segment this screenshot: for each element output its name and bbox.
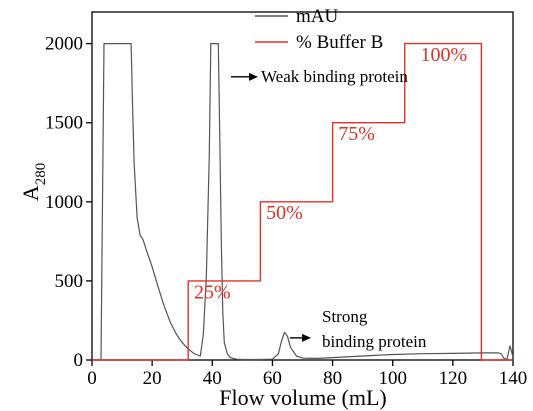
legend-label: mAU [296, 6, 339, 27]
y-tick-label: 1000 [45, 192, 83, 213]
y-axis-title-main: A [18, 185, 43, 201]
strong-binding-label-line2: binding protein [322, 332, 427, 351]
y-axis-title: A280 [18, 163, 49, 201]
legend-label: % Buffer B [296, 32, 383, 53]
x-tick-label: 0 [87, 368, 97, 389]
step-label: 75% [338, 123, 375, 145]
weak-arrow-head [249, 72, 258, 81]
y-axis-title-sub: 280 [33, 163, 49, 186]
plot-frame [91, 11, 514, 361]
series-line-buffer-b [92, 42, 513, 361]
x-tick-label: 140 [499, 368, 528, 389]
y-tick-label: 0 [74, 350, 84, 371]
y-tick-label: 500 [55, 271, 84, 292]
series-line-mau [92, 42, 514, 361]
x-tick-label: 20 [143, 368, 162, 389]
strong-binding-label-line1: Strong [322, 307, 368, 326]
strong-arrow-head [302, 333, 311, 342]
step-label: 25% [194, 281, 231, 303]
x-tick-label: 80 [323, 368, 342, 389]
chart-annotations: Weak binding protein Strong binding protei… [231, 67, 427, 351]
svg-text:A280: A280 [18, 163, 49, 201]
step-label: 100% [420, 44, 467, 66]
chart-legend: mAU % Buffer B [255, 6, 383, 53]
x-tick-label: 100 [378, 368, 407, 389]
chart-series [92, 42, 514, 361]
x-tick-label: 40 [203, 368, 222, 389]
weak-binding-label: Weak binding protein [261, 67, 408, 86]
x-tick-label: 120 [439, 368, 468, 389]
x-axis-title: Flow volume (mL) [219, 385, 386, 410]
axis-ticks: 0 20 40 60 80 100 120 140 0 500 1000 1500 2000 [45, 34, 527, 389]
y-tick-label: 1500 [45, 113, 83, 134]
y-tick-label: 2000 [45, 34, 83, 55]
x-tick-label: 60 [263, 368, 282, 389]
buffer-step-labels: 25% 50% 75% 100% [194, 44, 467, 303]
step-label: 50% [266, 202, 303, 224]
plot-border [91, 11, 514, 361]
